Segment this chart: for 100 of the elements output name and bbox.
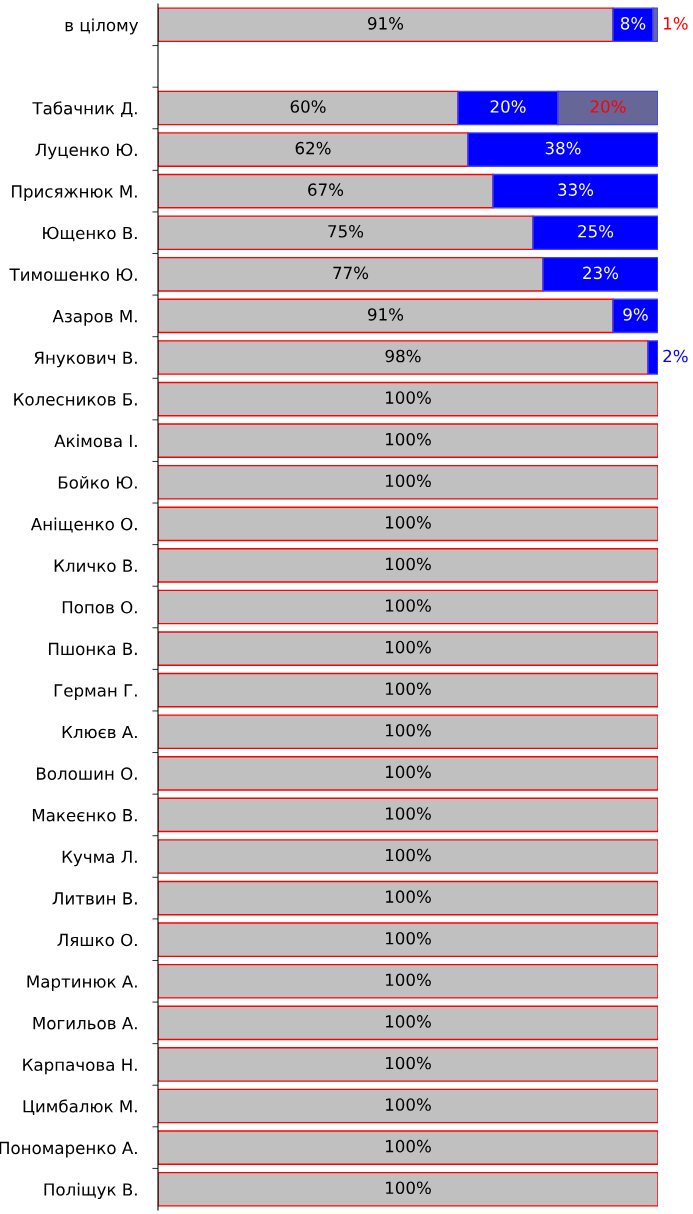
bar bbox=[158, 963, 658, 999]
y-tick-label: Ляшко О. bbox=[57, 933, 137, 947]
y-tick-label: Аніщенко О. bbox=[30, 517, 137, 533]
data-label: 100% bbox=[386, 807, 431, 820]
bar bbox=[158, 7, 614, 43]
data-label: 62% bbox=[295, 141, 331, 155]
bar bbox=[158, 298, 614, 334]
data-label: 100% bbox=[386, 682, 431, 696]
bar bbox=[467, 132, 658, 167]
data-label: 100% bbox=[386, 432, 431, 446]
bar bbox=[158, 256, 544, 292]
bar bbox=[158, 672, 658, 708]
data-label: 25% bbox=[578, 224, 614, 238]
bar bbox=[158, 1047, 658, 1082]
bar bbox=[612, 7, 654, 43]
y-tick-label: Кличко В. bbox=[54, 559, 137, 572]
data-label: 100% bbox=[386, 848, 431, 862]
data-label: 100% bbox=[386, 391, 431, 404]
bar bbox=[158, 548, 658, 583]
bar bbox=[158, 340, 649, 375]
y-tick-label: Янукович В. bbox=[34, 351, 137, 368]
bar bbox=[542, 256, 658, 292]
bar bbox=[158, 1171, 658, 1207]
bar bbox=[647, 340, 658, 375]
data-label: 100% bbox=[386, 1056, 431, 1070]
bar bbox=[158, 132, 469, 167]
bar bbox=[492, 173, 658, 209]
data-label: 100% bbox=[386, 1015, 431, 1028]
y-tick-label: Тимошенко Ю. bbox=[9, 268, 137, 281]
data-label: 20% bbox=[490, 100, 526, 113]
data-label: 100% bbox=[386, 516, 431, 529]
y-tick-label: Табачник Д. bbox=[32, 101, 137, 117]
data-label: 100% bbox=[386, 1098, 431, 1111]
data-label: 100% bbox=[386, 599, 431, 612]
data-label: 100% bbox=[386, 557, 431, 571]
y-tick-label: Азаров М. bbox=[52, 310, 137, 326]
bar bbox=[158, 423, 658, 458]
bar bbox=[158, 714, 658, 750]
data-label: 33% bbox=[558, 183, 594, 196]
y-tick-label: Карпачова Н. bbox=[23, 1058, 137, 1075]
bar bbox=[158, 464, 658, 500]
data-label: 91% bbox=[368, 308, 404, 321]
y-tick-label: Колесников Б. bbox=[14, 393, 137, 406]
data-label: 98% bbox=[385, 349, 421, 363]
data-label: 60% bbox=[290, 100, 326, 113]
y-tick-label: Бойко Ю. bbox=[58, 475, 137, 489]
data-label: 91% bbox=[368, 17, 404, 30]
y-tick-label: Попов О. bbox=[62, 600, 137, 614]
y-tick-label: Мартинюк А. bbox=[27, 975, 137, 992]
bar bbox=[158, 1130, 658, 1165]
data-label: 100% bbox=[386, 474, 431, 488]
y-tick-label: Пономаренко А. bbox=[0, 1141, 137, 1158]
bar bbox=[158, 215, 534, 251]
data-label: 100% bbox=[386, 640, 431, 654]
data-label: 1% bbox=[664, 17, 688, 30]
data-label: 77% bbox=[333, 266, 369, 280]
bar bbox=[158, 756, 658, 791]
bar bbox=[532, 215, 658, 251]
data-label: 67% bbox=[308, 183, 344, 196]
y-tick-label: Поліщук В. bbox=[44, 1182, 137, 1200]
y-tick-label: Пшонка В. bbox=[49, 642, 137, 656]
y-tick-label: Акімова І. bbox=[54, 434, 137, 448]
bar bbox=[158, 1005, 658, 1041]
data-label: 75% bbox=[328, 224, 364, 238]
y-tick-label: в цілому bbox=[65, 18, 139, 35]
data-label: 100% bbox=[386, 973, 431, 987]
data-label: 100% bbox=[386, 723, 431, 737]
bar bbox=[158, 839, 658, 874]
bar bbox=[158, 797, 658, 833]
bar bbox=[158, 1088, 658, 1124]
data-label: 100% bbox=[386, 765, 431, 779]
data-label: 8% bbox=[620, 17, 646, 30]
data-label: 20% bbox=[590, 100, 626, 113]
bar bbox=[158, 631, 658, 666]
y-tick-label: Ющенко В. bbox=[43, 226, 137, 242]
data-label: 100% bbox=[386, 931, 431, 945]
data-label: 100% bbox=[386, 1181, 431, 1195]
data-label: 2% bbox=[663, 349, 688, 363]
y-tick-label: Кучма Л. bbox=[62, 850, 137, 867]
y-tick-label: Макеєнко В. bbox=[32, 809, 137, 822]
bar bbox=[158, 173, 494, 209]
bar bbox=[158, 589, 658, 625]
data-label: 100% bbox=[386, 1139, 431, 1153]
y-tick-label: Волошин О. bbox=[37, 767, 137, 780]
y-tick-label: Могильов А. bbox=[33, 1017, 137, 1030]
y-tick-label: Литвин В. bbox=[52, 892, 137, 905]
bar bbox=[612, 298, 658, 334]
data-label: 9% bbox=[623, 308, 648, 321]
data-label: 100% bbox=[386, 890, 431, 903]
y-tick-label: Луценко Ю. bbox=[35, 143, 137, 160]
y-tick-label: Цимбалюк М. bbox=[23, 1099, 137, 1115]
y-tick-label: Клюєв А. bbox=[62, 725, 137, 739]
bar bbox=[158, 381, 658, 417]
y-tick-label: Герман Г. bbox=[54, 684, 137, 700]
data-label: 38% bbox=[545, 141, 581, 155]
bar bbox=[158, 90, 459, 126]
bar bbox=[158, 922, 658, 958]
bar bbox=[158, 506, 658, 542]
y-tick-label: Присяжнюк М. bbox=[12, 185, 137, 201]
data-label: 23% bbox=[583, 266, 619, 280]
